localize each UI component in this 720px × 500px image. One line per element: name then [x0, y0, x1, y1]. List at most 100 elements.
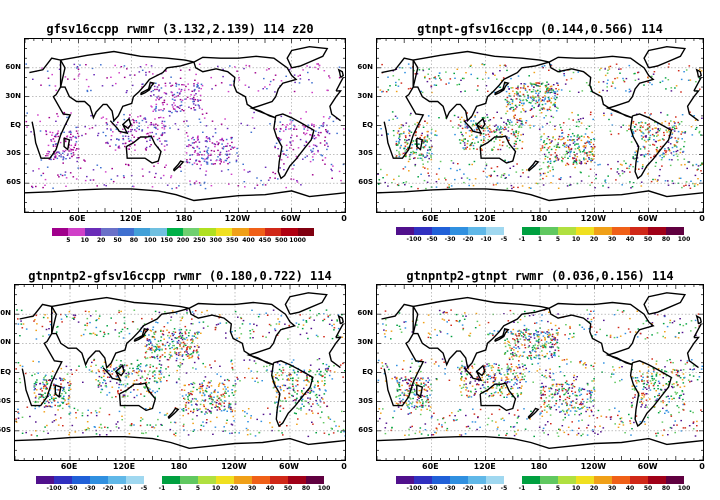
precip-cell	[480, 390, 483, 393]
precip-cell	[315, 399, 317, 402]
precip-cell	[201, 384, 203, 386]
precip-cell	[306, 375, 308, 377]
precip-cell	[122, 128, 124, 130]
precip-cell	[520, 102, 523, 104]
precip-cell	[186, 145, 188, 147]
precip-cell	[277, 385, 279, 388]
precip-cell	[143, 335, 146, 338]
precip-cell	[188, 384, 190, 386]
precip-cell	[102, 116, 104, 118]
precip-cell	[120, 330, 123, 333]
precip-cell	[193, 147, 195, 149]
precip-cell	[499, 131, 501, 134]
precip-cell	[196, 344, 199, 347]
precip-cell	[20, 309, 23, 312]
precip-cell	[566, 153, 568, 155]
precip-cell	[542, 141, 545, 144]
precip-cell	[538, 104, 540, 106]
precip-cell	[86, 175, 88, 178]
precip-cell	[307, 391, 309, 394]
precip-cell	[103, 372, 106, 375]
precip-cell	[618, 68, 620, 70]
precip-cell	[155, 103, 158, 106]
precip-cell	[277, 137, 280, 139]
precip-cell	[19, 335, 21, 337]
precip-cell	[48, 328, 50, 330]
precip-cell	[187, 353, 189, 355]
precip-cell	[71, 155, 73, 158]
precip-cell	[327, 316, 330, 318]
precip-cell	[527, 97, 529, 99]
precip-cell	[326, 367, 328, 370]
precip-cell	[537, 105, 540, 107]
precip-cell	[668, 122, 670, 124]
precip-cell	[252, 330, 255, 333]
precip-cell	[149, 139, 151, 141]
precip-cell	[463, 142, 466, 144]
precip-cell	[578, 120, 581, 123]
precip-cell	[584, 142, 587, 145]
precip-cell	[165, 414, 167, 416]
precip-cell	[45, 381, 48, 383]
precip-cell	[423, 388, 426, 391]
precip-cell	[305, 111, 307, 113]
colorbar-label: -50	[66, 485, 78, 492]
precip-cell	[413, 152, 415, 155]
precip-cell	[301, 398, 304, 400]
precip-cell	[174, 123, 177, 125]
precip-cell	[307, 397, 309, 399]
precip-cell	[649, 144, 651, 146]
precip-cell	[163, 92, 166, 94]
precip-cell	[193, 142, 195, 144]
precip-cell	[414, 123, 416, 125]
map-frame	[376, 284, 704, 461]
precip-cell	[171, 98, 174, 100]
precip-cell	[206, 412, 208, 414]
precip-cell	[508, 123, 511, 125]
precip-cell	[197, 356, 199, 358]
precip-cell	[519, 101, 521, 103]
precip-cell	[191, 398, 194, 400]
precip-cell	[574, 155, 576, 157]
precip-cell	[150, 122, 152, 124]
precip-cell	[177, 365, 180, 367]
precip-cell	[499, 389, 501, 392]
precip-cell	[390, 330, 393, 332]
colorbar-segment	[396, 227, 414, 235]
precip-cell	[484, 167, 487, 170]
precip-cell	[312, 423, 314, 425]
precip-cell	[508, 174, 510, 176]
precip-cell	[426, 136, 429, 138]
precip-cell	[319, 416, 322, 419]
precip-cell	[159, 140, 161, 142]
precip-cell	[164, 348, 167, 350]
precip-cell	[327, 315, 329, 317]
precip-cell	[176, 337, 179, 339]
precip-cell	[572, 157, 574, 159]
map-panel-diff-gtnpntp2: gtnpntp2-gfsv16ccpp rwmr (0.180,0.722) 1…	[0, 250, 360, 500]
precip-cell	[183, 397, 185, 400]
precip-cell	[577, 125, 580, 128]
precip-cell	[431, 153, 433, 155]
precip-cell	[634, 72, 636, 75]
precip-cell	[184, 404, 187, 406]
precip-cell	[150, 348, 152, 350]
precip-cell	[86, 324, 88, 327]
precip-cell	[695, 126, 698, 129]
precip-cell	[196, 352, 198, 354]
precip-cell	[67, 397, 70, 400]
precip-cell	[107, 376, 109, 378]
precip-cell	[504, 177, 506, 179]
precip-cell	[94, 410, 97, 412]
precip-cell	[293, 412, 296, 414]
precip-cell	[156, 381, 158, 384]
precip-cell	[468, 178, 471, 181]
precip-cell	[531, 116, 533, 118]
precip-cell	[301, 390, 303, 392]
precip-cell	[421, 132, 423, 135]
precip-cell	[183, 343, 186, 345]
precip-cell	[33, 386, 36, 388]
precip-cell	[561, 135, 563, 138]
precip-cell	[640, 154, 642, 156]
precip-cell	[98, 370, 100, 373]
